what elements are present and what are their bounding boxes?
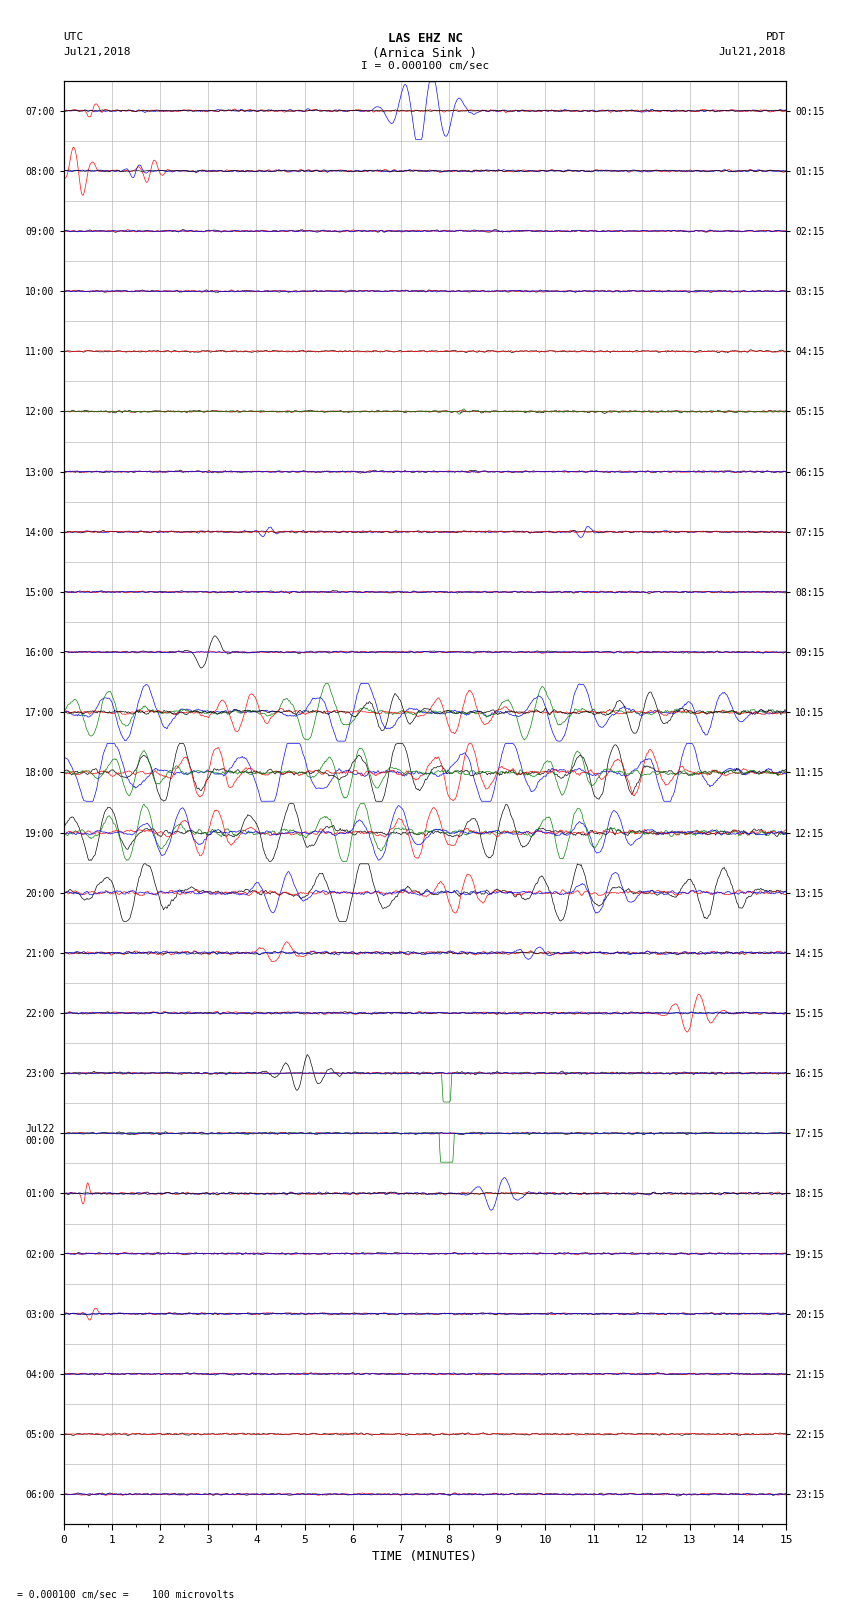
Text: LAS EHZ NC: LAS EHZ NC: [388, 32, 462, 45]
Text: PDT: PDT: [766, 32, 786, 42]
Text: I = 0.000100 cm/sec: I = 0.000100 cm/sec: [361, 61, 489, 71]
Text: = 0.000100 cm/sec =    100 microvolts: = 0.000100 cm/sec = 100 microvolts: [17, 1590, 235, 1600]
Text: (Arnica Sink ): (Arnica Sink ): [372, 47, 478, 60]
Text: UTC: UTC: [64, 32, 84, 42]
Text: Jul21,2018: Jul21,2018: [64, 47, 131, 56]
Text: Jul21,2018: Jul21,2018: [719, 47, 786, 56]
X-axis label: TIME (MINUTES): TIME (MINUTES): [372, 1550, 478, 1563]
